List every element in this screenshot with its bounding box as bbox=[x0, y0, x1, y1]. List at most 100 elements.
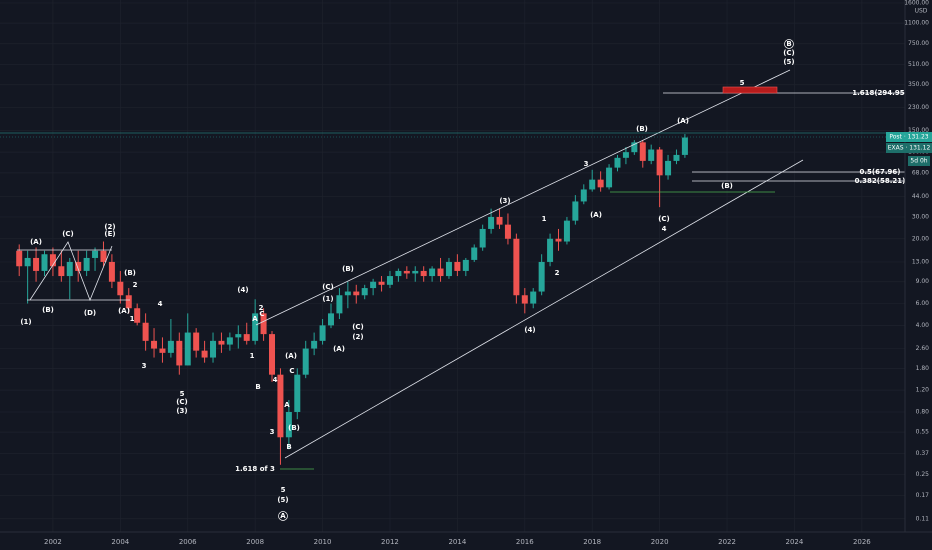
y-tick-label: 20.00 bbox=[912, 235, 929, 242]
y-tick-label: 1.80 bbox=[916, 365, 930, 372]
wave-label: (E) bbox=[104, 230, 115, 238]
candle-body bbox=[311, 340, 318, 349]
x-tick-label: 2014 bbox=[448, 538, 466, 546]
candles bbox=[16, 134, 688, 465]
y-tick-label: 750.00 bbox=[908, 40, 929, 47]
wave-label: 4 bbox=[273, 376, 278, 384]
candle-body bbox=[24, 257, 31, 267]
candle-body bbox=[471, 247, 478, 260]
x-tick-label: 2022 bbox=[718, 538, 736, 546]
fib-label: 1.618(294.95) bbox=[852, 89, 908, 97]
candle-body bbox=[285, 411, 292, 438]
x-tick-label: 2010 bbox=[314, 538, 332, 546]
x-tick-label: 2008 bbox=[246, 538, 264, 546]
candle-body bbox=[437, 268, 444, 277]
drawings bbox=[0, 39, 905, 521]
candle-body bbox=[184, 332, 191, 366]
candle-body bbox=[673, 154, 680, 161]
price-tag bbox=[886, 132, 932, 142]
candle-body bbox=[319, 325, 326, 341]
candle-body bbox=[462, 259, 469, 271]
x-tick-label: 2024 bbox=[786, 538, 804, 546]
candle-body bbox=[176, 340, 183, 366]
wave-label: (1) bbox=[322, 295, 333, 303]
wave-label: (5) bbox=[277, 496, 288, 504]
candle-body bbox=[445, 261, 452, 277]
candle-body bbox=[83, 257, 90, 271]
candle-body bbox=[496, 216, 503, 225]
candle-body bbox=[665, 160, 672, 176]
wave-label: (C) bbox=[658, 215, 670, 223]
wave-label: B bbox=[286, 443, 291, 451]
fib-label: 0.382(58.21) bbox=[855, 177, 906, 185]
wave-label: (B) bbox=[288, 424, 300, 432]
y-tick-label: 2.60 bbox=[916, 345, 930, 352]
wave-label: 1 bbox=[130, 315, 135, 323]
wave-label: (C) bbox=[322, 283, 334, 291]
wave-label: 3 bbox=[584, 160, 589, 168]
candle-body bbox=[403, 270, 410, 274]
y-tick-label: 230.00 bbox=[908, 104, 929, 111]
wave-label: B bbox=[786, 40, 791, 48]
wave-label: (A) bbox=[590, 211, 602, 219]
candle-body bbox=[597, 179, 604, 188]
y-tick-label: 6.00 bbox=[916, 300, 930, 307]
candle-body bbox=[589, 179, 596, 190]
price-tag-label: Post · 131.23 bbox=[889, 134, 928, 141]
y-tick-label: 44.00 bbox=[912, 193, 929, 200]
axes: 0.11 0.17 0.25 0.37 0.55 0.80 1.20 1.80 2.60 4.00… bbox=[44, 0, 929, 546]
candle-body bbox=[555, 238, 562, 242]
candle-body bbox=[327, 313, 334, 326]
wave-label: 2 bbox=[259, 304, 264, 312]
wave-label: (A) bbox=[333, 345, 345, 353]
wave-label: C bbox=[259, 310, 264, 318]
y-tick-label: 0.37 bbox=[916, 450, 930, 457]
candle-body bbox=[226, 337, 233, 345]
candle-body bbox=[353, 291, 360, 296]
candle-body bbox=[92, 250, 99, 258]
candle-body bbox=[201, 350, 208, 358]
y-tick-label: 0.17 bbox=[916, 492, 930, 499]
candle-body bbox=[134, 308, 141, 323]
wave-label: (2) bbox=[352, 333, 363, 341]
wave-label: (4) bbox=[237, 286, 248, 294]
wave-label: B bbox=[255, 383, 260, 391]
wave-label: (C) bbox=[783, 49, 795, 57]
y-tick-label: 1.20 bbox=[916, 387, 930, 394]
candle-body bbox=[648, 149, 655, 161]
candle-body bbox=[302, 348, 309, 375]
annotations: (A) (C) (2) (E) (B) 2 4 (A) 1 (1) (B) (D… bbox=[20, 40, 907, 520]
wave-label: (2) bbox=[104, 223, 115, 231]
candle-body bbox=[622, 152, 629, 158]
y-tick-label: 13.00 bbox=[912, 258, 929, 265]
wave-label: A bbox=[284, 401, 290, 409]
candle-body bbox=[606, 167, 613, 188]
wave-label: (C) bbox=[176, 398, 188, 406]
candle-body bbox=[513, 238, 520, 296]
wave-label: (B) bbox=[42, 306, 54, 314]
y-tick-label: 150.00 bbox=[908, 127, 929, 134]
candle-body bbox=[429, 268, 436, 277]
wave-label: (C) bbox=[352, 323, 364, 331]
price-tag bbox=[886, 143, 932, 153]
wave-label: 1 bbox=[542, 215, 547, 223]
candle-body bbox=[269, 334, 276, 375]
y-tick-label: 1100.00 bbox=[904, 20, 929, 27]
y-tick-label: 0.11 bbox=[916, 515, 930, 522]
candle-body bbox=[639, 142, 646, 161]
y-tick-label: 0.25 bbox=[916, 471, 930, 478]
wave-label: 1 bbox=[250, 352, 255, 360]
wave-label: (4) bbox=[524, 326, 535, 334]
x-tick-label: 2004 bbox=[111, 538, 129, 546]
wave-label: (3) bbox=[176, 407, 187, 415]
wave-label: (3) bbox=[499, 197, 510, 205]
candle-body bbox=[41, 254, 48, 271]
y-tick-label: 4.00 bbox=[916, 322, 930, 329]
candle-body bbox=[117, 281, 124, 296]
y-tick-label: 9.00 bbox=[916, 278, 930, 285]
x-tick-label: 2026 bbox=[853, 538, 871, 546]
candle-body bbox=[420, 270, 427, 277]
x-tick-label: 2002 bbox=[44, 538, 62, 546]
candle-body bbox=[260, 313, 267, 335]
